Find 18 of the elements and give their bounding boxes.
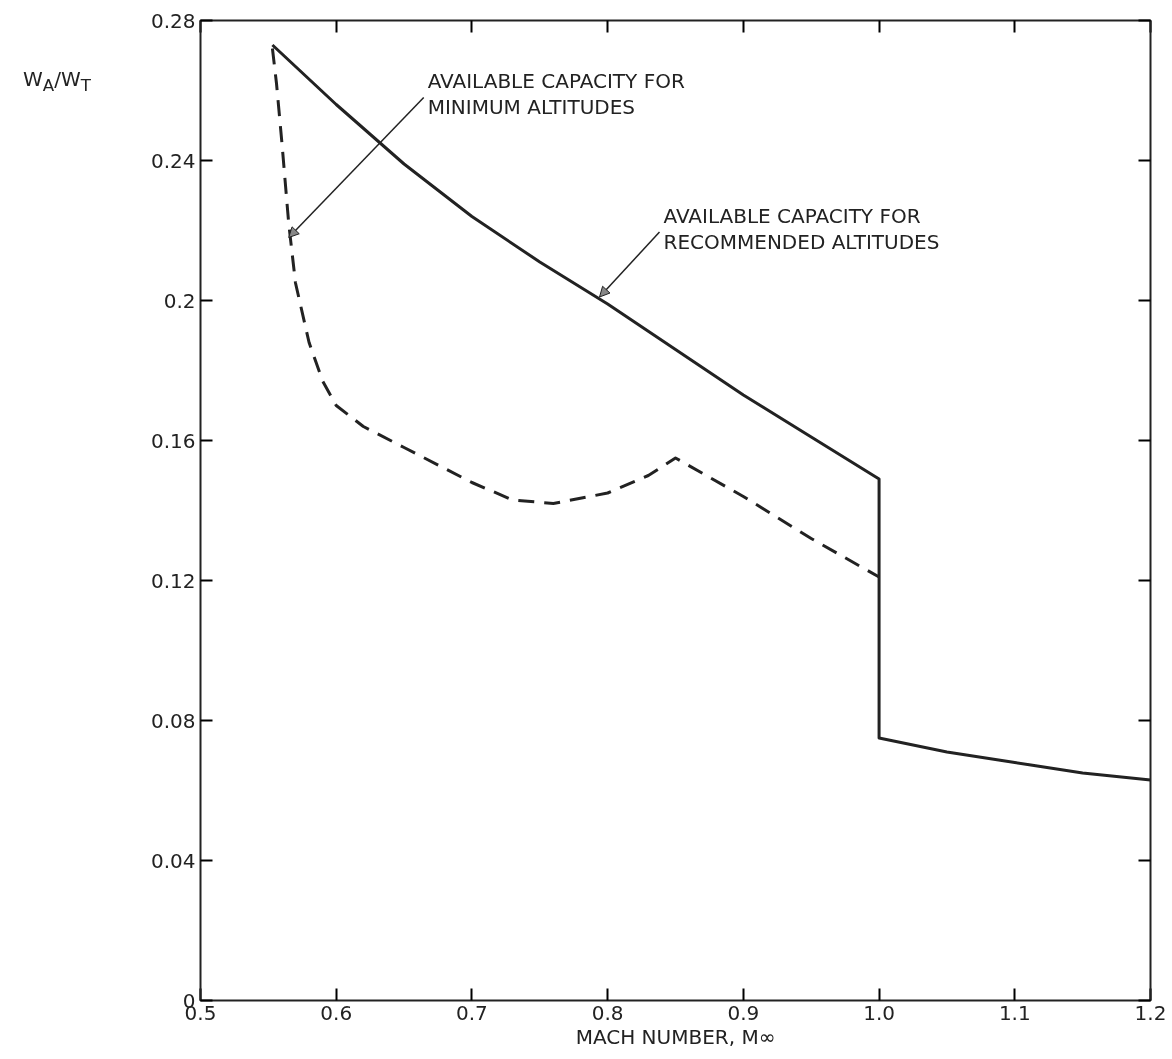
y-tick-label: 0.16 (150, 428, 196, 453)
y-tick-label: 0.08 (150, 708, 196, 733)
y-tick-label: 0.2 (163, 288, 196, 313)
x-tick-label: 0.8 (591, 1000, 624, 1025)
y-tick-label: 0.12 (150, 568, 196, 593)
annotation: AVAILABLE CAPACITY FOR RECOMMENDED ALTITUDES (663, 203, 940, 254)
x-axis-title: MACH NUMBER, M∞ (575, 1024, 776, 1049)
x-tick-label: 0.7 (456, 1000, 488, 1025)
x-tick-label: 1.1 (998, 1000, 1031, 1025)
annotation: AVAILABLE CAPACITY FOR MINIMUM ALTITUDES (427, 69, 685, 120)
x-tick-label: 1.0 (863, 1000, 895, 1025)
x-tick-label: 0.9 (727, 1000, 760, 1025)
y-axis-title: W$_{A}$/W$_{T}$ (23, 66, 91, 97)
x-tick-label: 1.2 (1134, 1000, 1167, 1025)
y-tick-label: 0.24 (150, 148, 196, 173)
y-tick-label: 0.04 (150, 848, 196, 873)
x-tick-label: 0.6 (320, 1000, 353, 1025)
y-tick-label: 0.28 (150, 8, 196, 33)
